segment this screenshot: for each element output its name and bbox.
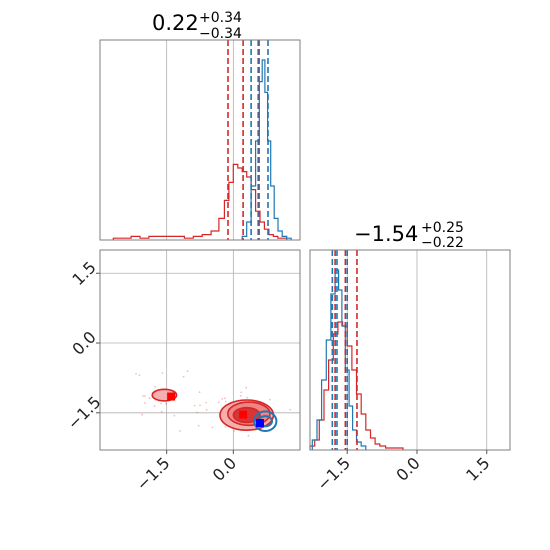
sample-point (142, 395, 144, 397)
title-param-1-minus: −0.22 (421, 235, 464, 251)
hist-param-1-primary (309, 321, 404, 450)
sample-point (173, 414, 176, 417)
title-param-1-value: −1.54 (354, 222, 418, 246)
scatter-ytick-label-1: 0.0 (68, 327, 99, 358)
sample-point (205, 401, 208, 404)
title-param-0-plus: +0.34 (199, 10, 242, 26)
sample-point (148, 397, 151, 400)
contour-group (135, 370, 292, 437)
sample-point (247, 434, 250, 437)
title-param-0-minus: −0.34 (199, 26, 242, 42)
sample-point (179, 430, 181, 432)
marker-primary-1 (167, 392, 176, 401)
scatter-xtick-label-1: 0.0 (209, 453, 240, 484)
sample-point (193, 404, 196, 407)
sample-point (165, 402, 167, 405)
sample-point (233, 430, 236, 432)
contour-secondary-0 (253, 410, 278, 433)
sample-point (197, 424, 200, 427)
sample-point (269, 398, 271, 401)
sample-point (138, 374, 141, 376)
sample-point (135, 373, 138, 375)
sample-point (246, 396, 249, 399)
sample-point (141, 413, 144, 416)
sample-point (205, 408, 208, 411)
sample-point (217, 401, 220, 404)
sample-point (160, 402, 162, 405)
sample-point (161, 372, 164, 374)
right-xtick-label-0: −1.5 (313, 453, 354, 494)
scatter-2d-panel: −1.5 0.01.50.0−1.5 (64, 249, 301, 494)
marker-secondary-0 (256, 419, 264, 428)
sample-point (224, 426, 227, 428)
sample-point (186, 370, 189, 373)
sample-point (144, 402, 146, 404)
sample-point (153, 405, 156, 407)
right-xtick-label-1: 0.0 (392, 453, 423, 484)
title-param-1-plus: +0.25 (421, 220, 464, 236)
sample-point (224, 400, 227, 403)
hist-param-0-primary (112, 163, 288, 240)
sample-point (221, 398, 224, 400)
sample-point (211, 426, 214, 429)
sample-point (154, 386, 156, 388)
sample-point (198, 391, 201, 393)
sample-point (182, 375, 185, 378)
sample-point (240, 391, 243, 394)
right-xtick-label-2: 1.5 (462, 453, 493, 484)
scatter-2d-frame (99, 249, 301, 451)
sample-point (239, 395, 242, 397)
sample-point (289, 408, 292, 411)
marker-primary-0 (239, 410, 248, 419)
hist-param-1-frame (309, 249, 511, 451)
sample-point (245, 386, 248, 389)
sample-point (160, 410, 163, 413)
hist-param-0-panel (99, 39, 301, 241)
hist-param-1-panel: −1.5 0.0 1.5 (309, 249, 511, 494)
sample-point (199, 404, 201, 407)
scatter-xtick-label-0: −1.5 (133, 453, 174, 494)
title-param-0-value: 0.22 (152, 11, 199, 35)
sample-point (196, 411, 199, 414)
hist-param-0-secondary (241, 59, 292, 240)
sample-point (144, 395, 146, 397)
scatter-ytick-label-0: 1.5 (68, 258, 99, 289)
sample-point (223, 397, 226, 400)
hist-param-0-frame (99, 39, 301, 241)
